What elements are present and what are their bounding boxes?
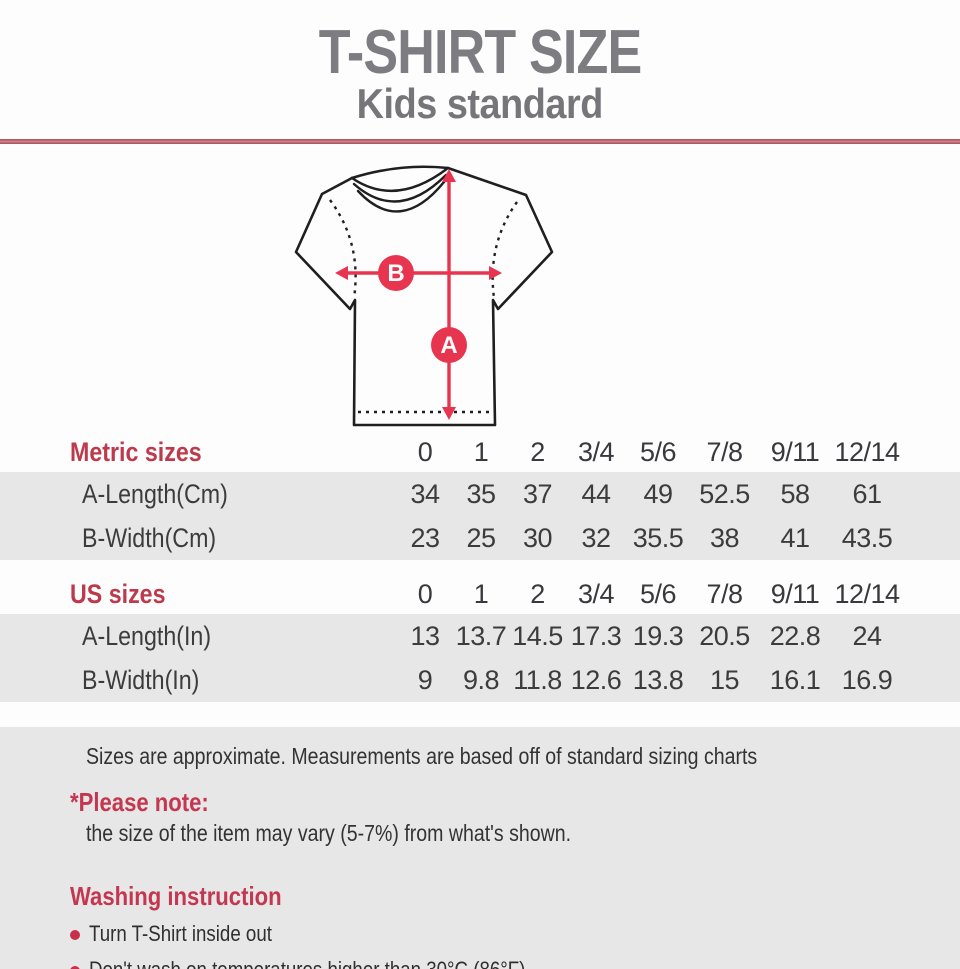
size-col-header: 5/6 (639, 578, 677, 609)
row-label: A-Length(Cm) (82, 478, 228, 509)
size-value-cell: 32 (581, 522, 611, 553)
tshirt-diagram-icon: B A (294, 165, 554, 427)
table-group-gap (0, 560, 960, 574)
size-value-cell: 13.7 (455, 620, 507, 651)
size-value-cell: 37 (522, 478, 553, 509)
length-badge-label: A (440, 332, 457, 359)
collar-rib-2 (352, 173, 448, 203)
length-badge (431, 327, 467, 363)
us-sizes-heading: US sizes (70, 578, 166, 609)
size-value-cell: 15 (709, 664, 740, 695)
armhole-seam-right (491, 201, 518, 299)
size-col-header: 12/14 (834, 436, 900, 467)
arrow-left-icon (335, 266, 348, 280)
collar-rib-3 (356, 180, 446, 213)
shirt-outline (294, 166, 554, 427)
size-value-cell: 12.6 (570, 664, 622, 695)
washing-heading: Washing instruction (70, 880, 282, 911)
size-value-cell: 41 (780, 522, 810, 553)
size-col-header: 5/6 (639, 436, 677, 467)
size-value-cell: 11.8 (513, 664, 562, 695)
size-col-header: 12/14 (834, 578, 900, 609)
collar-rib-1 (350, 166, 450, 193)
notes-section: Sizes are approximate. Measurements are … (0, 727, 960, 969)
size-value-cell: 43.5 (841, 522, 893, 553)
size-value-cell: 17.3 (570, 620, 622, 651)
size-col-header: 3/4 (577, 578, 615, 609)
size-value-cell: 14.5 (512, 620, 563, 651)
size-col-header: 3/4 (577, 436, 615, 467)
size-value-cell: 25 (466, 522, 496, 553)
width-badge (378, 255, 414, 291)
metric-values-band: A-Length(Cm) 34 35 37 44 49 52.5 58 61 B… (0, 472, 960, 560)
bullet-icon (70, 930, 80, 941)
size-value-cell: 19.3 (632, 620, 684, 651)
size-value-cell: 49 (643, 478, 673, 509)
size-col-header: 0 (417, 436, 433, 467)
us-values-band: A-Length(In) 13 13.7 14.5 17.3 19.3 20.5… (0, 614, 960, 702)
please-note-heading: *Please note: (70, 786, 209, 817)
size-value-cell: 35.5 (632, 522, 684, 553)
size-value-cell: 20.5 (699, 620, 750, 651)
size-value-cell: 61 (852, 478, 882, 509)
size-col-header: 0 (417, 578, 433, 609)
size-col-header: 2 (530, 578, 545, 609)
size-value-cell: 35 (466, 478, 496, 509)
washing-list: Turn T-Shirt inside out Don't wash on te… (0, 921, 960, 969)
metric-header-row: Metric sizes 0 1 2 3/4 5/6 7/8 9/11 12/1… (0, 432, 960, 472)
size-value-cell: 16.1 (769, 664, 821, 695)
us-header-row: US sizes 0 1 2 3/4 5/6 7/8 9/11 12/14 (0, 574, 960, 614)
size-value-cell: 58 (780, 478, 810, 509)
header: T-SHIRT SIZE Kids standard (0, 0, 960, 125)
bullet-icon (70, 965, 80, 969)
size-col-header: 1 (473, 436, 489, 467)
size-value-cell: 16.9 (841, 664, 893, 695)
collar-back-line (350, 165, 450, 180)
width-badge-label: B (387, 260, 404, 287)
row-label: B-Width(In) (82, 664, 200, 695)
table-row-width-cm: B-Width(Cm) 23 25 30 32 35.5 38 41 43.5 (0, 516, 960, 560)
page-title: T-SHIRT SIZE (318, 18, 643, 87)
arrow-up-icon (442, 169, 456, 182)
size-value-cell: 52.5 (699, 478, 750, 509)
please-note-text: the size of the item may vary (5-7%) fro… (86, 819, 572, 846)
size-value-cell: 13 (410, 620, 440, 651)
size-col-header: 7/8 (706, 578, 743, 609)
size-col-header: 7/8 (706, 436, 743, 467)
size-value-cell: 34 (410, 478, 440, 509)
washing-item: Turn T-Shirt inside out (0, 921, 960, 947)
armhole-seam-left (329, 199, 357, 299)
row-label: A-Length(In) (82, 620, 212, 651)
size-value-cell: 9 (417, 664, 433, 695)
arrow-down-icon (442, 407, 456, 420)
size-value-cell: 24 (852, 620, 882, 651)
table-row-width-in: B-Width(In) 9 9.8 11.8 12.6 13.8 15 16.1… (0, 658, 960, 702)
size-value-cell: 22.8 (769, 620, 821, 651)
table-row-length-in: A-Length(In) 13 13.7 14.5 17.3 19.3 20.5… (0, 614, 960, 658)
size-value-cell: 44 (581, 478, 611, 509)
size-col-header: 9/11 (770, 436, 820, 467)
size-col-header: 1 (473, 578, 489, 609)
size-value-cell: 30 (522, 522, 553, 553)
size-col-header: 2 (530, 436, 545, 467)
table-row-length-cm: A-Length(Cm) 34 35 37 44 49 52.5 58 61 (0, 472, 960, 516)
size-value-cell: 9.8 (462, 664, 500, 695)
approx-note: Sizes are approximate. Measurements are … (86, 743, 758, 769)
page-subtitle: Kids standard (356, 80, 604, 128)
washing-item: Don't wash on temperatures higher than 3… (0, 957, 960, 969)
size-value-cell: 13.8 (632, 664, 684, 695)
metric-sizes-heading: Metric sizes (70, 436, 202, 467)
size-table: Metric sizes 0 1 2 3/4 5/6 7/8 9/11 12/1… (0, 432, 960, 702)
size-value-cell: 38 (709, 522, 740, 553)
red-divider (0, 139, 960, 144)
size-value-cell: 23 (410, 522, 440, 553)
size-col-header: 9/11 (770, 578, 820, 609)
arrow-right-icon (489, 266, 502, 280)
row-label: B-Width(Cm) (82, 522, 217, 553)
